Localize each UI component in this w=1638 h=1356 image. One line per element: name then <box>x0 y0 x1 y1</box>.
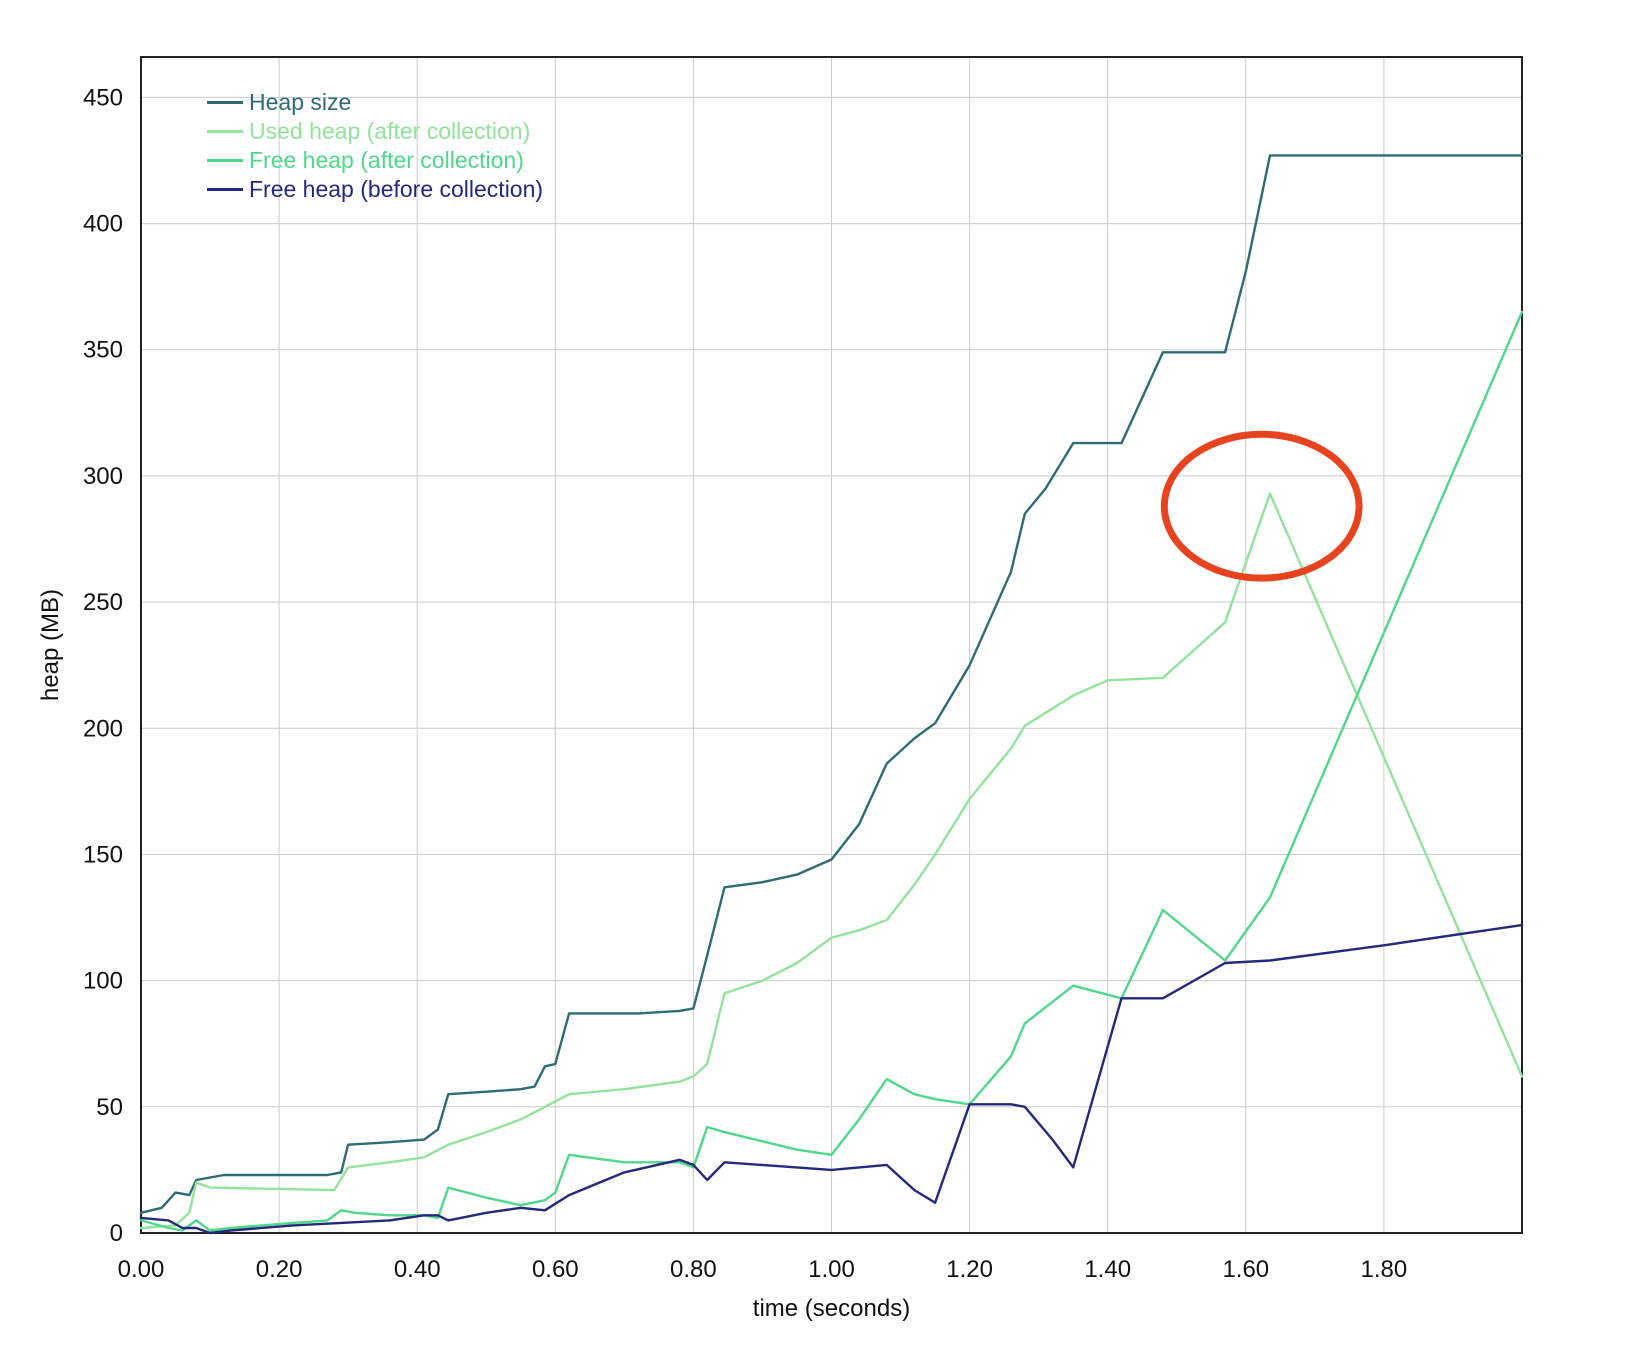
svg-text:350: 350 <box>83 337 123 364</box>
series-line-0 <box>139 154 1524 1215</box>
series-line-3 <box>139 923 1524 1235</box>
svg-text:1.60: 1.60 <box>1222 1256 1269 1283</box>
legend-item: Heap size <box>207 88 543 117</box>
svg-text:0: 0 <box>110 1220 123 1247</box>
legend-line-swatch <box>207 130 243 133</box>
svg-text:0.60: 0.60 <box>532 1256 579 1283</box>
x-axis-title: time (seconds) <box>753 1295 910 1322</box>
plot-border <box>140 56 1523 1234</box>
svg-text:0.80: 0.80 <box>670 1256 717 1283</box>
legend-label: Heap size <box>249 89 352 115</box>
series-line-1 <box>139 492 1524 1230</box>
legend-label: Free heap (before collection) <box>249 176 544 202</box>
svg-text:400: 400 <box>83 211 123 238</box>
grid <box>140 57 1522 1234</box>
svg-text:300: 300 <box>83 463 123 490</box>
y-tick-labels: 0 50 100 150 200 250 300 350 400 450 <box>83 84 123 1247</box>
legend-item: Free heap (before collection) <box>207 175 543 204</box>
svg-text:250: 250 <box>83 589 123 616</box>
svg-text:0.00: 0.00 <box>118 1256 165 1283</box>
legend-label: Free heap (after collection) <box>249 147 524 173</box>
legend-line-swatch <box>207 188 243 191</box>
legend-item: Free heap (after collection) <box>207 146 543 175</box>
svg-text:1.00: 1.00 <box>808 1256 855 1283</box>
highlight-ellipse <box>1160 430 1363 582</box>
svg-text:450: 450 <box>83 84 123 111</box>
legend-line-swatch <box>207 101 243 104</box>
svg-text:150: 150 <box>83 842 123 869</box>
x-tick-labels: 0.00 0.20 0.40 0.60 0.80 1.00 1.20 1.40 1.60 1.80 <box>118 1256 1408 1283</box>
svg-text:1.80: 1.80 <box>1361 1256 1408 1283</box>
svg-text:100: 100 <box>83 968 123 995</box>
svg-text:50: 50 <box>96 1094 123 1121</box>
svg-text:1.40: 1.40 <box>1084 1256 1131 1283</box>
svg-text:200: 200 <box>83 715 123 742</box>
legend-label: Used heap (after collection) <box>249 118 531 144</box>
chart-legend: Heap size Used heap (after collection) Fre… <box>207 88 543 204</box>
svg-text:0.20: 0.20 <box>256 1256 303 1283</box>
legend-line-swatch <box>207 159 243 162</box>
svg-text:1.20: 1.20 <box>946 1256 993 1283</box>
y-axis-title: heap (MB) <box>37 589 64 701</box>
series-line-2 <box>139 310 1524 1232</box>
svg-text:0.40: 0.40 <box>394 1256 441 1283</box>
legend-item: Used heap (after collection) <box>207 117 543 146</box>
